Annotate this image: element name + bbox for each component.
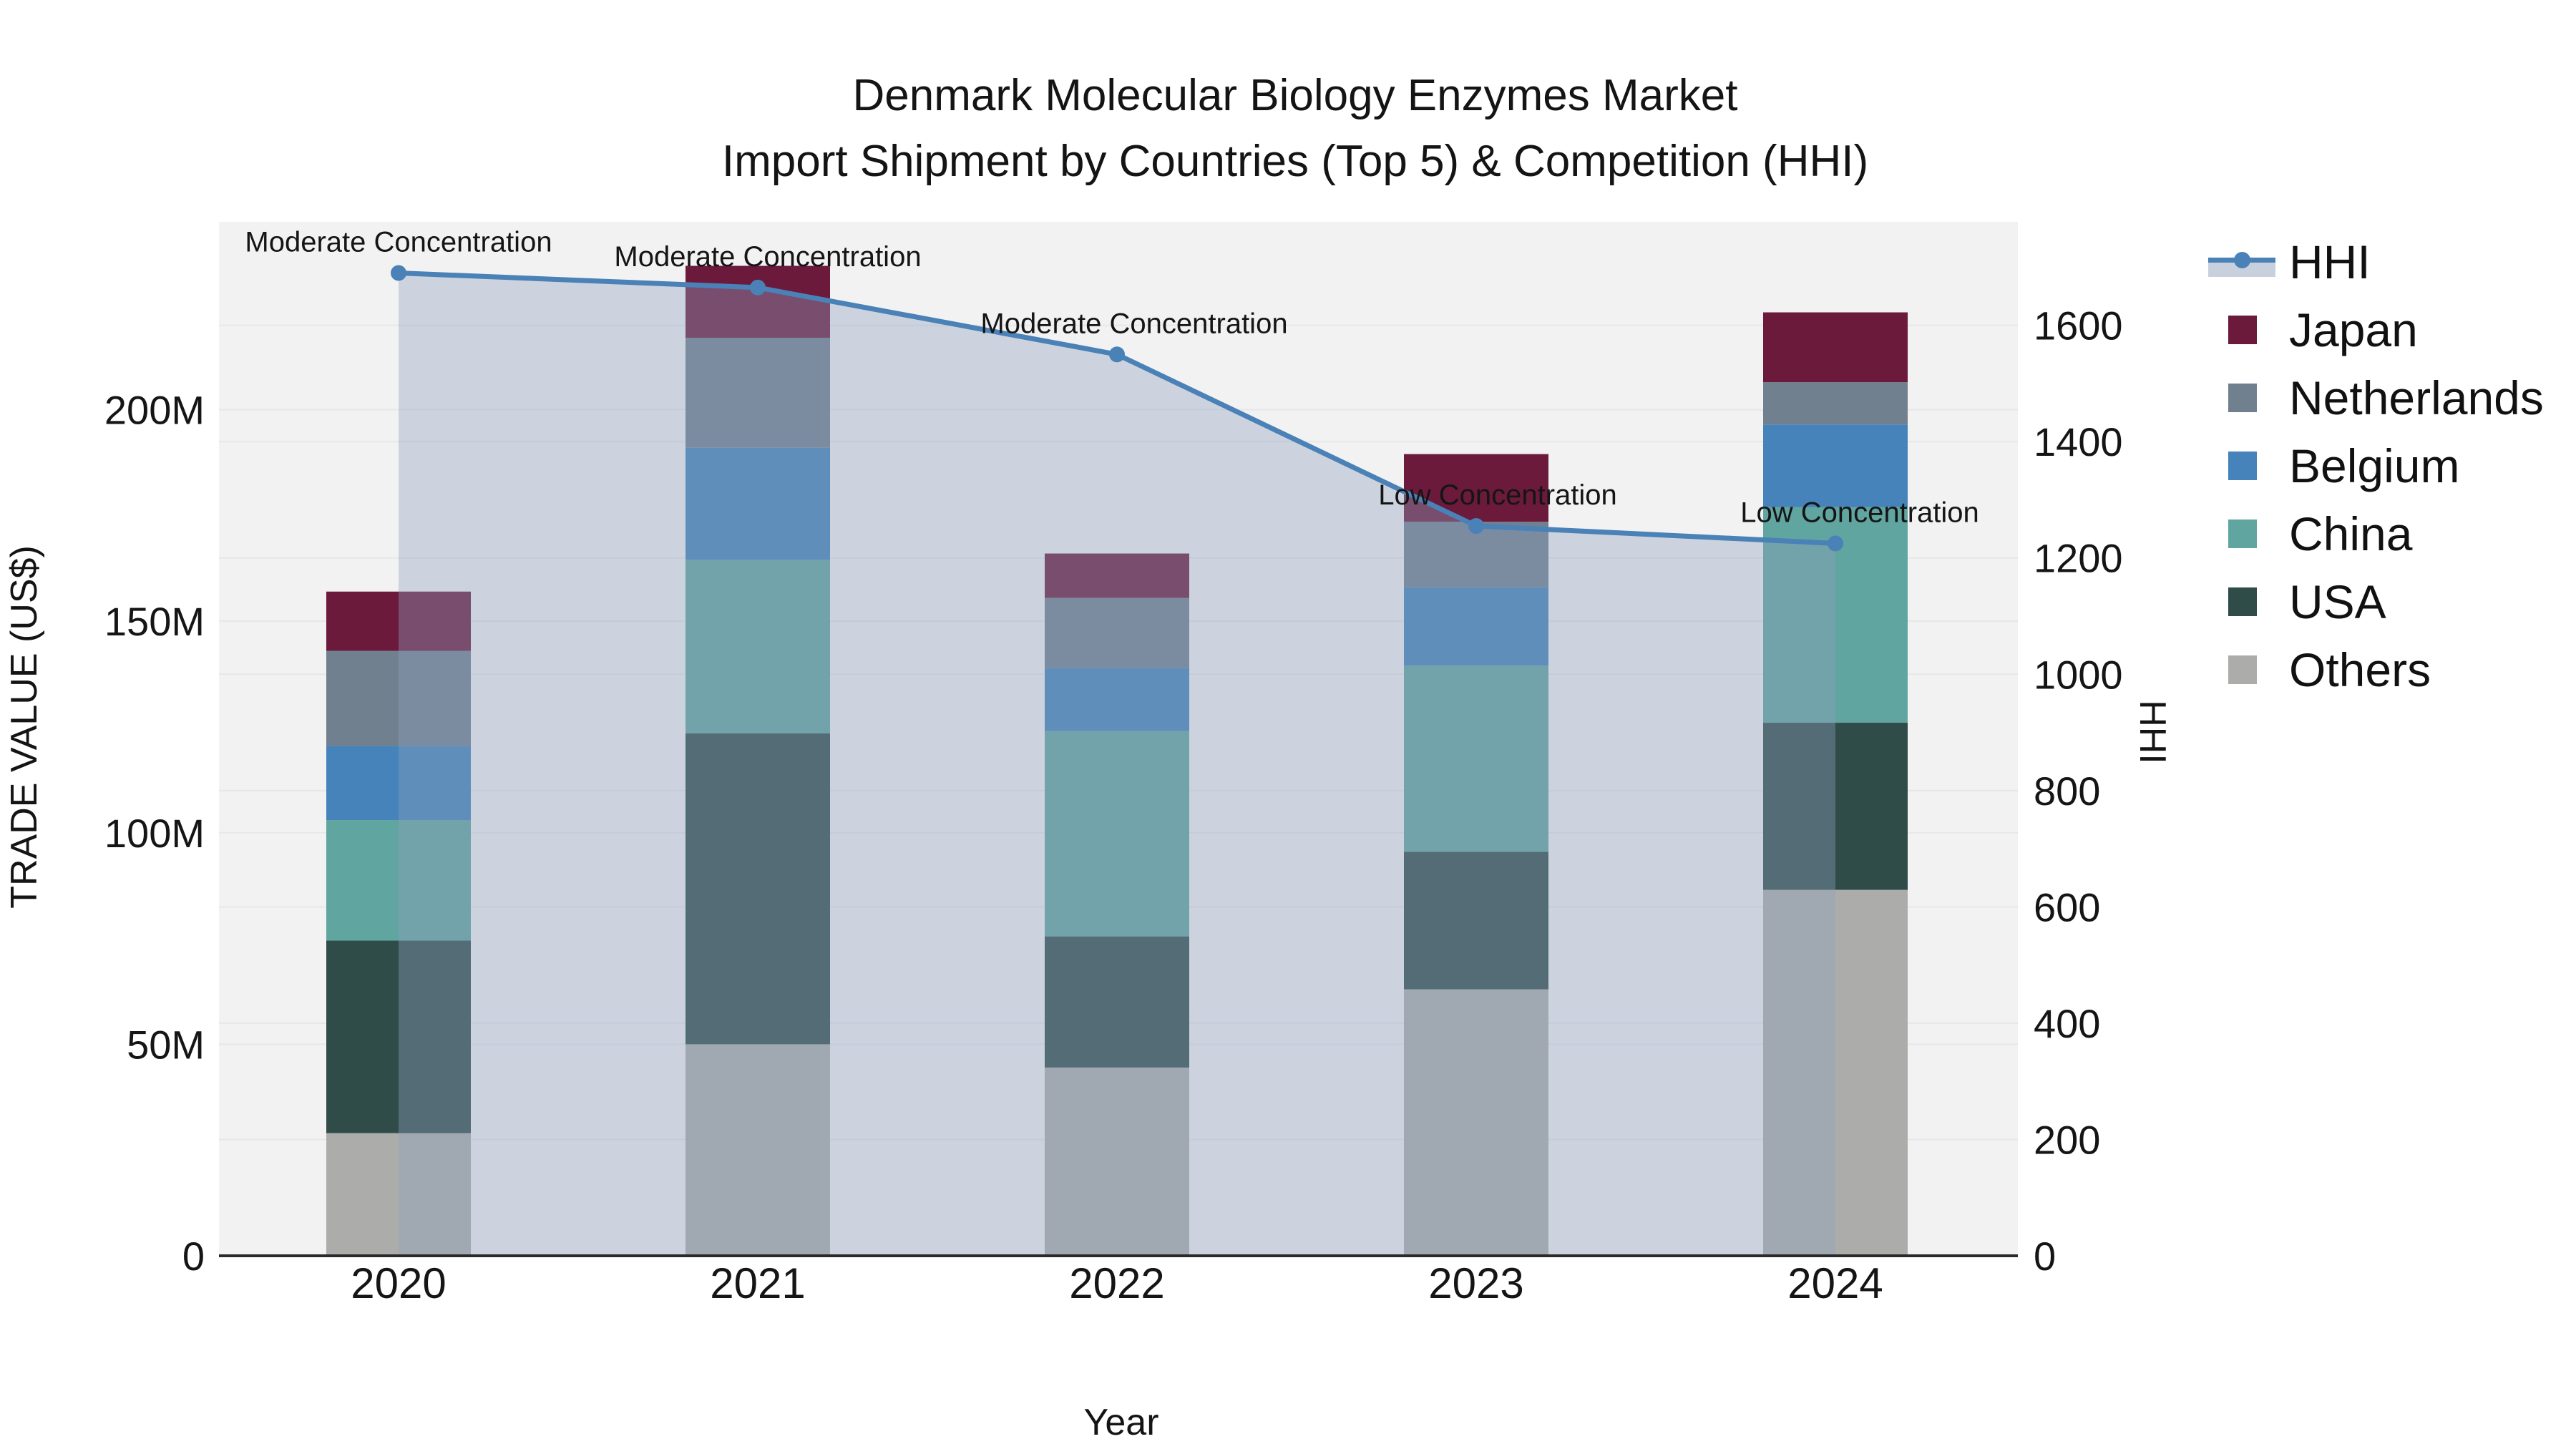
y-right-tick-label: 1000 xyxy=(2034,652,2123,697)
legend-item-belgium: Belgium xyxy=(2208,431,2544,499)
legend-label: Japan xyxy=(2289,303,2418,356)
bar-segment-netherlands-2020 xyxy=(326,650,471,746)
bar-segment-others-2024 xyxy=(1763,889,1908,1256)
bar-segment-china-2020 xyxy=(326,820,471,941)
bar-segment-usa-2024 xyxy=(1763,723,1908,890)
y-right-tick-label: 1600 xyxy=(2034,303,2123,348)
bar-segment-others-2023 xyxy=(1404,989,1548,1256)
hhi-marker-2023 xyxy=(1468,518,1484,535)
y-right-tick-label: 1200 xyxy=(2034,536,2123,581)
legend-item-netherlands: Netherlands xyxy=(2208,364,2544,431)
y-left-tick-label: 100M xyxy=(104,811,205,856)
hhi-marker-2020 xyxy=(391,265,406,281)
netherlands-swatch-icon xyxy=(2208,380,2275,416)
annotation-2024: Low Concentration xyxy=(1740,497,1979,528)
annotation-2020: Moderate Concentration xyxy=(245,227,552,258)
y-right-tick-label: 1400 xyxy=(2034,419,2123,464)
x-tick-label-2021: 2021 xyxy=(710,1259,805,1307)
others-swatch-icon xyxy=(2208,652,2275,688)
x-tick-label-2022: 2022 xyxy=(1069,1259,1164,1307)
y-right-tick-label: 200 xyxy=(2034,1117,2100,1162)
annotation-2023: Low Concentration xyxy=(1378,479,1617,511)
hhi-marker-2024 xyxy=(1828,535,1843,552)
bar-segment-japan-2024 xyxy=(1763,312,1908,383)
legend-label: HHI xyxy=(2289,235,2371,288)
y-right-tick-label: 400 xyxy=(2034,1001,2100,1046)
bar-segment-usa-2020 xyxy=(326,940,471,1133)
bar-segment-japan-2023 xyxy=(1404,454,1548,522)
bar-segment-belgium-2021 xyxy=(686,447,830,560)
series-color-swatch xyxy=(2228,451,2257,480)
hhi-marker-2022 xyxy=(1109,346,1125,363)
bar-segment-belgium-2020 xyxy=(326,746,471,821)
bar-segment-netherlands-2024 xyxy=(1763,382,1908,425)
series-color-swatch xyxy=(2228,383,2257,412)
x-tick-label-2023: 2023 xyxy=(1428,1259,1523,1307)
bar-segment-usa-2022 xyxy=(1045,936,1189,1068)
bar-segment-belgium-2023 xyxy=(1404,587,1548,666)
y-axis-label-left: TRADE VALUE (US$) xyxy=(4,545,45,909)
bar-segment-belgium-2024 xyxy=(1763,424,1908,507)
series-color-swatch xyxy=(2228,519,2257,548)
y-left-tick-label: 0 xyxy=(182,1234,205,1279)
bar-segment-japan-2021 xyxy=(686,265,830,338)
bar-segment-china-2022 xyxy=(1045,731,1189,937)
x-tick-label-2024: 2024 xyxy=(1787,1259,1883,1307)
bar-segment-netherlands-2022 xyxy=(1045,597,1189,668)
bar-segment-others-2020 xyxy=(326,1133,471,1256)
bar-segment-netherlands-2021 xyxy=(686,338,830,448)
legend-item-japan: Japan xyxy=(2208,296,2544,364)
annotation-2021: Moderate Concentration xyxy=(614,241,921,273)
chart-title-line-2: Import Shipment by Countries (Top 5) & C… xyxy=(721,137,1869,186)
china-swatch-icon xyxy=(2208,516,2275,552)
y-right-tick-label: 600 xyxy=(2034,884,2100,930)
legend-item-china: China xyxy=(2208,499,2544,567)
x-axis-label: Year xyxy=(1083,1402,1159,1443)
y-left-tick-label: 200M xyxy=(104,388,205,433)
chart-title-line-1: Denmark Molecular Biology Enzymes Market xyxy=(852,71,1738,120)
bar-segment-usa-2023 xyxy=(1404,852,1548,990)
legend-label: USA xyxy=(2289,575,2386,628)
hhi-marker-2021 xyxy=(750,279,766,296)
bar-segment-others-2022 xyxy=(1045,1067,1189,1256)
hhi-line-icon xyxy=(2208,244,2275,280)
japan-swatch-icon xyxy=(2208,312,2275,348)
legend-item-usa: USA xyxy=(2208,567,2544,635)
usa-swatch-icon xyxy=(2208,584,2275,620)
legend-label: Netherlands xyxy=(2289,371,2544,424)
bar-segment-others-2021 xyxy=(686,1044,830,1256)
bar-segment-china-2023 xyxy=(1404,665,1548,852)
legend-item-hhi: HHI xyxy=(2208,228,2544,296)
series-color-swatch xyxy=(2228,315,2257,344)
bar-segment-china-2021 xyxy=(686,560,830,733)
x-tick-label-2020: 2020 xyxy=(351,1259,446,1307)
legend-label: Belgium xyxy=(2289,439,2460,492)
bar-segment-belgium-2022 xyxy=(1045,668,1189,731)
belgium-swatch-icon xyxy=(2208,448,2275,484)
y-axis-label-right: HHI xyxy=(2132,700,2173,764)
hhi-marker-sample xyxy=(2234,251,2250,268)
legend-label: Others xyxy=(2289,643,2431,696)
y-right-tick-label: 0 xyxy=(2034,1234,2056,1279)
bar-segment-usa-2021 xyxy=(686,733,830,1045)
series-color-swatch xyxy=(2228,655,2257,684)
series-color-swatch xyxy=(2228,587,2257,616)
legend-item-others: Others xyxy=(2208,635,2544,703)
y-right-tick-label: 800 xyxy=(2034,769,2100,814)
legend-label: China xyxy=(2289,507,2413,560)
y-left-tick-label: 50M xyxy=(127,1022,205,1067)
annotation-2022: Moderate Concentration xyxy=(980,308,1287,339)
legend: HHI Japan Netherlands Belgium China USA … xyxy=(2208,228,2544,703)
bar-segment-japan-2020 xyxy=(326,591,471,651)
bar-segment-japan-2022 xyxy=(1045,553,1189,598)
hhi-area-fill xyxy=(399,273,1835,1256)
y-left-tick-label: 150M xyxy=(104,599,205,644)
